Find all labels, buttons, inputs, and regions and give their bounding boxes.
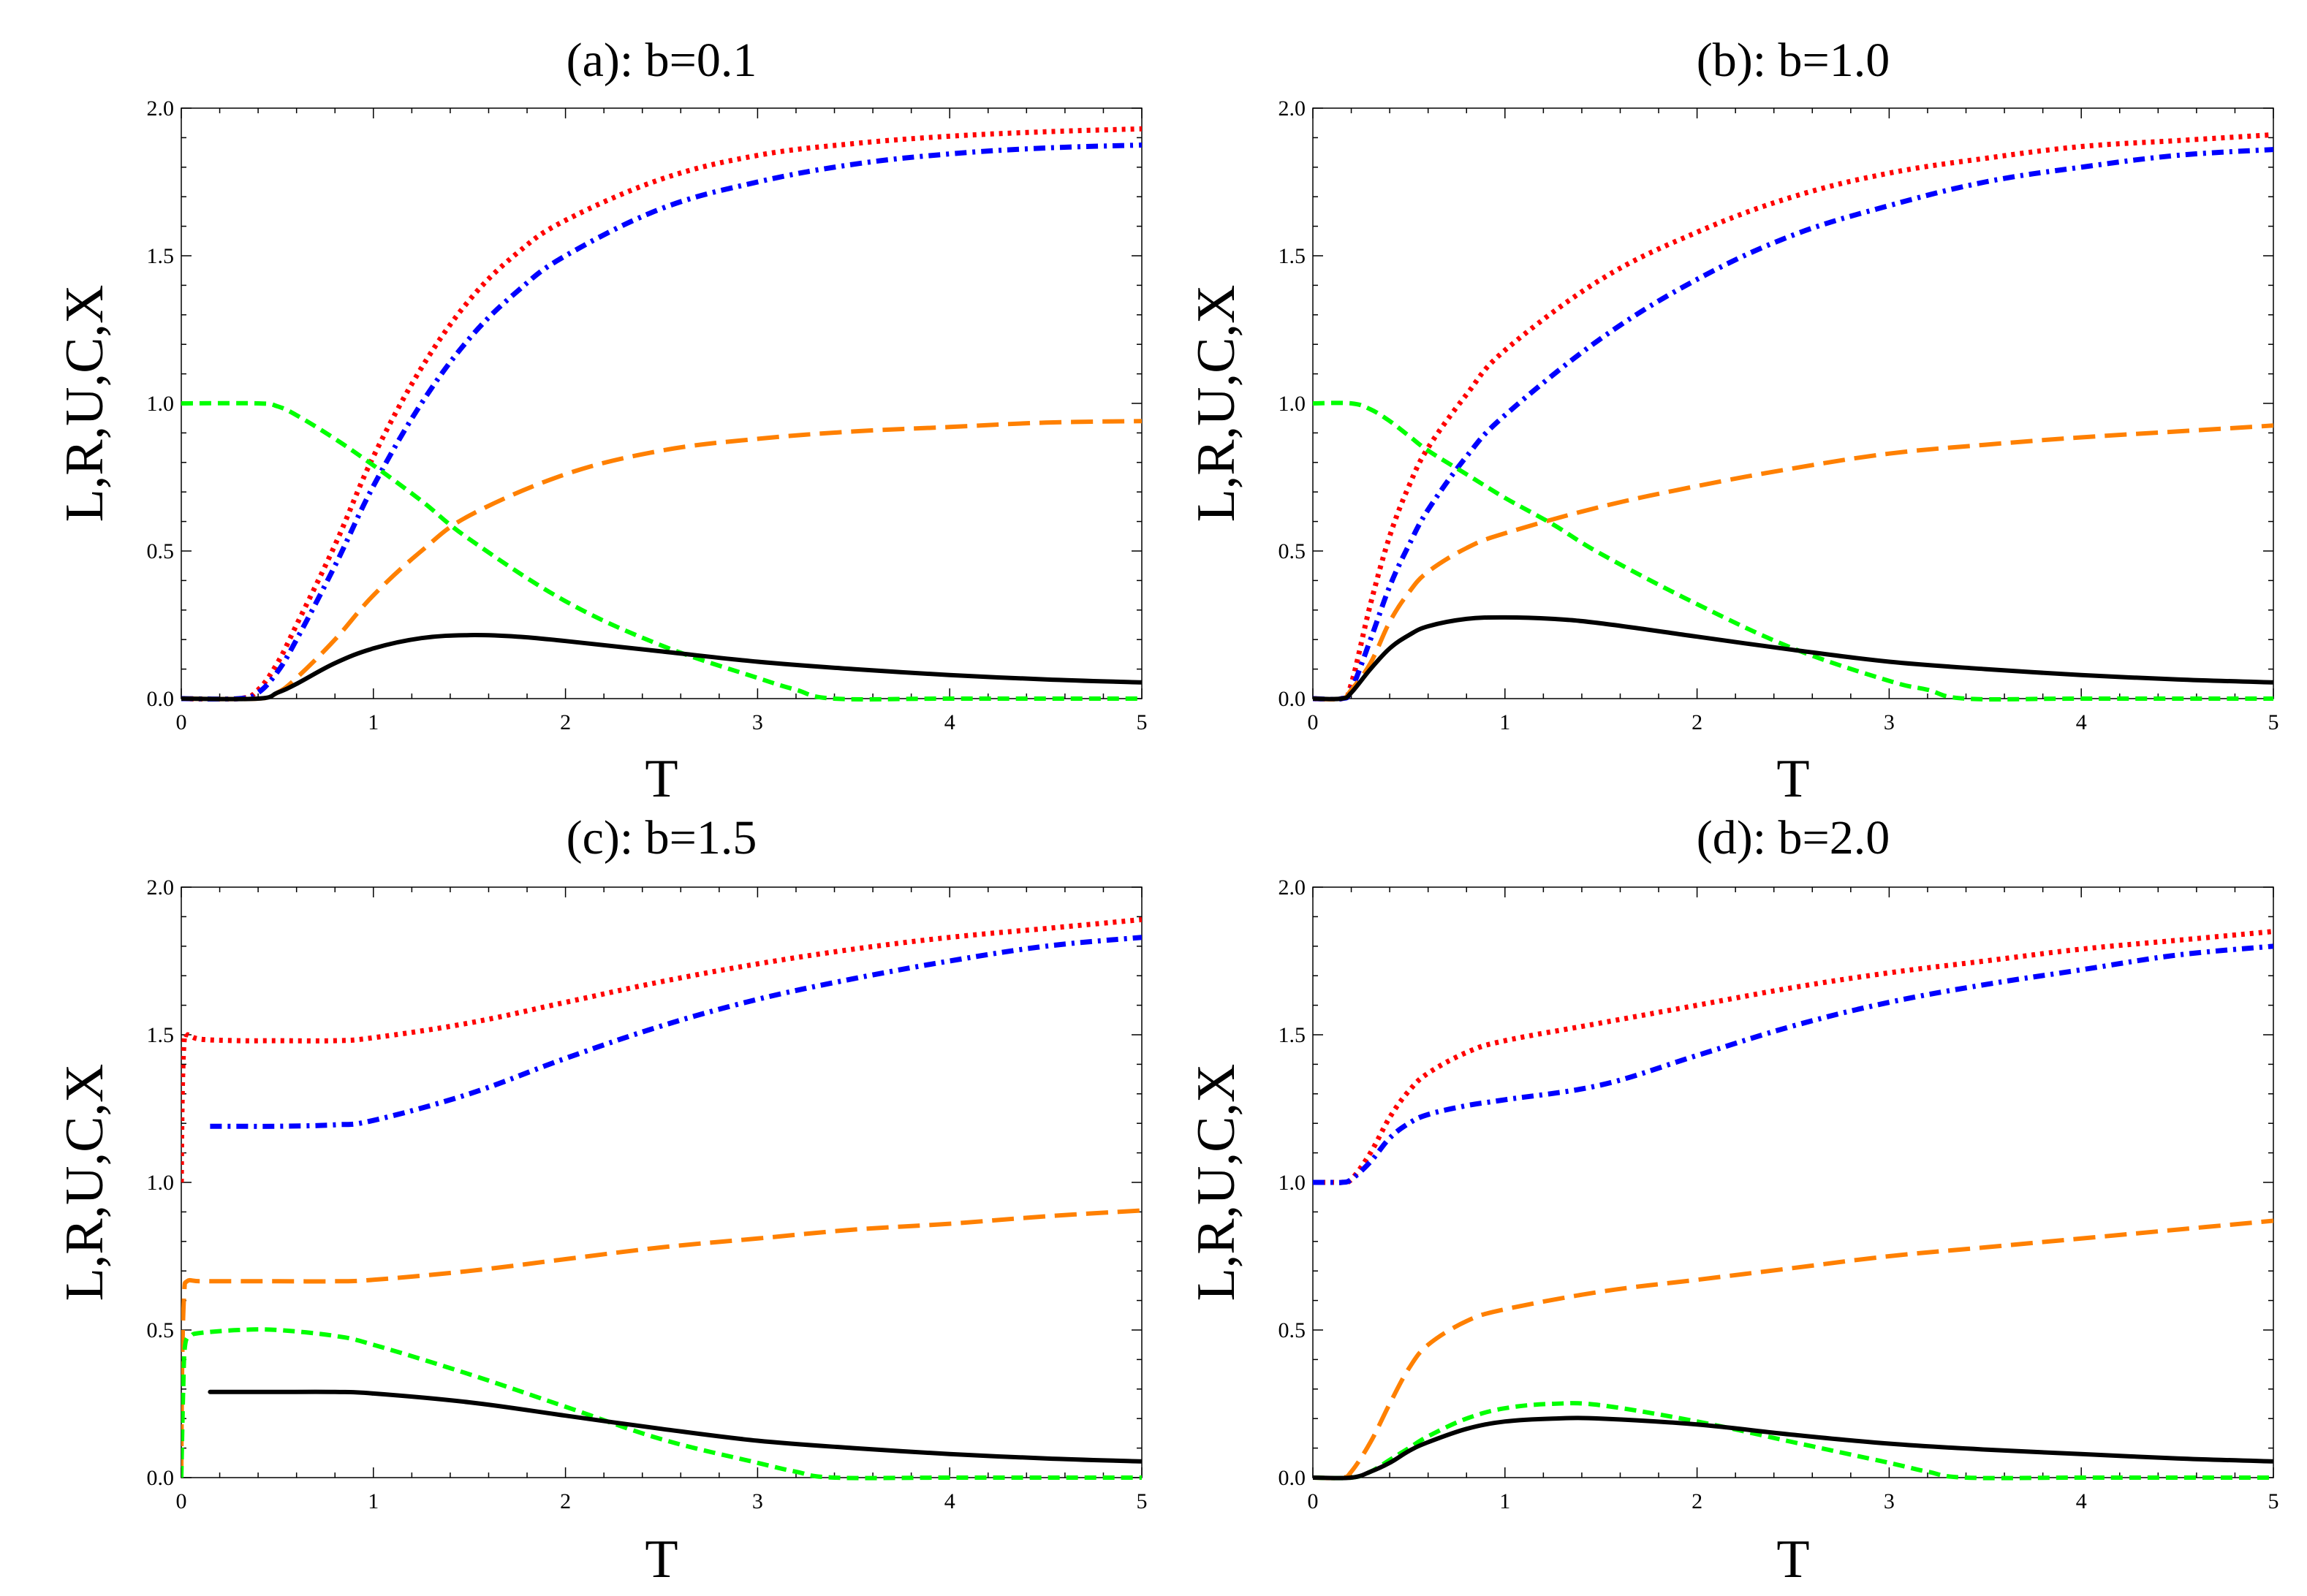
panel-a-series-blue-dashdot — [181, 142, 1142, 702]
panel-b: (b): b=1.0 T L,R,U,C,X 0 1 2 3 4 5 0.0 0.5 1.0 1.… — [1186, 34, 2279, 809]
panel-a-x-tick-label: 0 — [176, 710, 187, 734]
panel-a-plot-area — [181, 107, 1143, 699]
panel-b-series-orange-longdash — [1313, 423, 2273, 702]
panel-c-y-tick-label: 0.5 — [147, 1318, 175, 1342]
panel-c-title: (c): b=1.5 — [567, 811, 757, 864]
panel-d-x-tick-label: 2 — [1692, 1489, 1702, 1513]
panel-b-y-axis-label: L,R,U,C,X — [1186, 285, 1246, 522]
panel-b-plot-area — [1312, 107, 2274, 699]
panel-d-x-tick-label: 5 — [2268, 1489, 2279, 1513]
panel-b-series-black-solid — [1313, 615, 2273, 702]
panel-b-ticks: 0 1 2 3 4 5 0.0 0.5 1.0 1.5 2.0 — [1278, 96, 2279, 734]
panel-d-series-red-dotted — [1313, 929, 2273, 1185]
panel-d-series-blue-dashdot — [1313, 943, 2273, 1185]
panel-b-title: (b): b=1.0 — [1697, 34, 1890, 87]
panel-b-y-tick-label: 1.5 — [1278, 244, 1306, 268]
panel-c-series — [181, 916, 1142, 1481]
panel-a-x-tick-label: 5 — [1137, 710, 1148, 734]
panel-d-y-tick-label: 1.5 — [1278, 1023, 1306, 1047]
panel-a: (a): b=0.1 T L,R,U,C,X 0 1 2 3 4 5 0.0 0.5 1.0 1.… — [55, 34, 1148, 809]
panel-b-y-tick-label: 0.0 — [1278, 687, 1306, 711]
panel-d-y-tick-label: 0.5 — [1278, 1318, 1306, 1342]
panel-b-series — [1313, 132, 2273, 702]
panel-c-x-axis-label: T — [645, 1530, 678, 1589]
panel-a-x-axis-label: T — [645, 749, 678, 809]
panel-c-x-tick-label: 1 — [368, 1489, 379, 1513]
panel-a-series — [181, 126, 1142, 702]
panel-a-x-tick-label: 3 — [752, 710, 763, 734]
panel-b-x-tick-label: 5 — [2268, 710, 2279, 734]
panel-d-x-tick-label: 3 — [1884, 1489, 1895, 1513]
panel-d-y-tick-label: 1.0 — [1278, 1171, 1306, 1195]
panel-a-y-axis-label: L,R,U,C,X — [55, 285, 115, 522]
panel-d-y-tick-label: 0.0 — [1278, 1466, 1306, 1490]
panel-c-plot-area — [181, 886, 1143, 1478]
panel-c-series-red-dotted — [181, 916, 1142, 1183]
panel-a-series-black-solid — [181, 633, 1142, 702]
panel-a-ticks: 0 1 2 3 4 5 0.0 0.5 1.0 1.5 2.0 — [147, 96, 1148, 734]
panel-a-x-tick-label: 1 — [368, 710, 379, 734]
panel-c-y-tick-label: 1.5 — [147, 1023, 175, 1047]
panel-b-x-tick-label: 2 — [1692, 710, 1702, 734]
panel-b-series-red-dotted — [1313, 132, 2273, 702]
panel-c-x-tick-label: 2 — [560, 1489, 571, 1513]
panel-c-series-black-solid — [208, 1389, 1142, 1464]
panel-c-y-tick-label: 2.0 — [147, 875, 175, 900]
panel-c-y-axis-label: L,R,U,C,X — [55, 1064, 115, 1302]
panel-b-x-tick-label: 4 — [2076, 710, 2087, 734]
panel-a-title: (a): b=0.1 — [567, 34, 757, 87]
panel-c-series-blue-dashdot — [210, 935, 1142, 1129]
panel-b-y-tick-label: 2.0 — [1278, 96, 1306, 121]
panel-c-ticks: 0 1 2 3 4 5 0.0 0.5 1.0 1.5 2.0 — [147, 875, 1148, 1513]
panel-a-y-tick-label: 1.0 — [147, 392, 175, 416]
panel-c-x-tick-label: 0 — [176, 1489, 187, 1513]
panel-a-series-green-dashed — [181, 400, 1142, 702]
panel-d-series-black-solid — [1313, 1416, 2273, 1481]
panel-c-series-orange-longdash — [181, 1208, 1142, 1478]
panel-d: (d): b=2.0 T L,R,U,C,X 0 1 2 3 4 5 0.0 0.5 1.0 1.… — [1186, 811, 2279, 1589]
panel-a-y-tick-label: 1.5 — [147, 244, 175, 268]
panel-c-y-tick-label: 0.0 — [147, 1466, 175, 1490]
panel-c-x-tick-label: 5 — [1137, 1489, 1148, 1513]
panel-d-y-tick-label: 2.0 — [1278, 875, 1306, 900]
panel-a-y-tick-label: 0.5 — [147, 539, 175, 563]
panel-b-x-tick-label: 1 — [1499, 710, 1510, 734]
panel-d-x-tick-label: 1 — [1499, 1489, 1510, 1513]
panel-d-ticks: 0 1 2 3 4 5 0.0 0.5 1.0 1.5 2.0 — [1278, 875, 2279, 1513]
panel-c-x-tick-label: 4 — [944, 1489, 955, 1513]
panel-b-series-blue-dashdot — [1313, 147, 2273, 702]
panel-b-x-axis-label: T — [1776, 749, 1809, 809]
panel-b-x-tick-label: 3 — [1884, 710, 1895, 734]
panel-d-y-axis-label: L,R,U,C,X — [1186, 1064, 1246, 1302]
panel-c-series-green-dashed — [181, 1327, 1142, 1481]
panel-a-y-tick-label: 2.0 — [147, 96, 175, 121]
panel-d-series — [1313, 929, 2273, 1481]
panel-a-x-tick-label: 2 — [560, 710, 571, 734]
panel-b-x-tick-label: 0 — [1308, 710, 1319, 734]
panel-d-x-tick-label: 4 — [2076, 1489, 2087, 1513]
panel-b-y-tick-label: 0.5 — [1278, 539, 1306, 563]
panel-a-series-orange-longdash — [181, 419, 1142, 702]
panel-a-x-tick-label: 4 — [944, 710, 955, 734]
panel-d-x-axis-label: T — [1776, 1530, 1809, 1589]
panel-b-series-green-dashed — [1313, 400, 2273, 702]
panel-b-y-tick-label: 1.0 — [1278, 392, 1306, 416]
panel-d-x-tick-label: 0 — [1308, 1489, 1319, 1513]
panel-c-x-tick-label: 3 — [752, 1489, 763, 1513]
panel-a-y-tick-label: 0.0 — [147, 687, 175, 711]
panel-d-title: (d): b=2.0 — [1697, 811, 1890, 864]
panel-d-plot-area — [1312, 886, 2274, 1478]
panel-c: (c): b=1.5 T L,R,U,C,X 0 1 2 3 4 5 0.0 0.5 1.0 1.… — [55, 811, 1148, 1589]
panel-a-series-red-dotted — [181, 126, 1142, 702]
panel-d-series-orange-longdash — [1313, 1218, 2273, 1481]
panel-c-y-tick-label: 1.0 — [147, 1171, 175, 1195]
panel-d-series-green-dashed — [1313, 1401, 2273, 1481]
